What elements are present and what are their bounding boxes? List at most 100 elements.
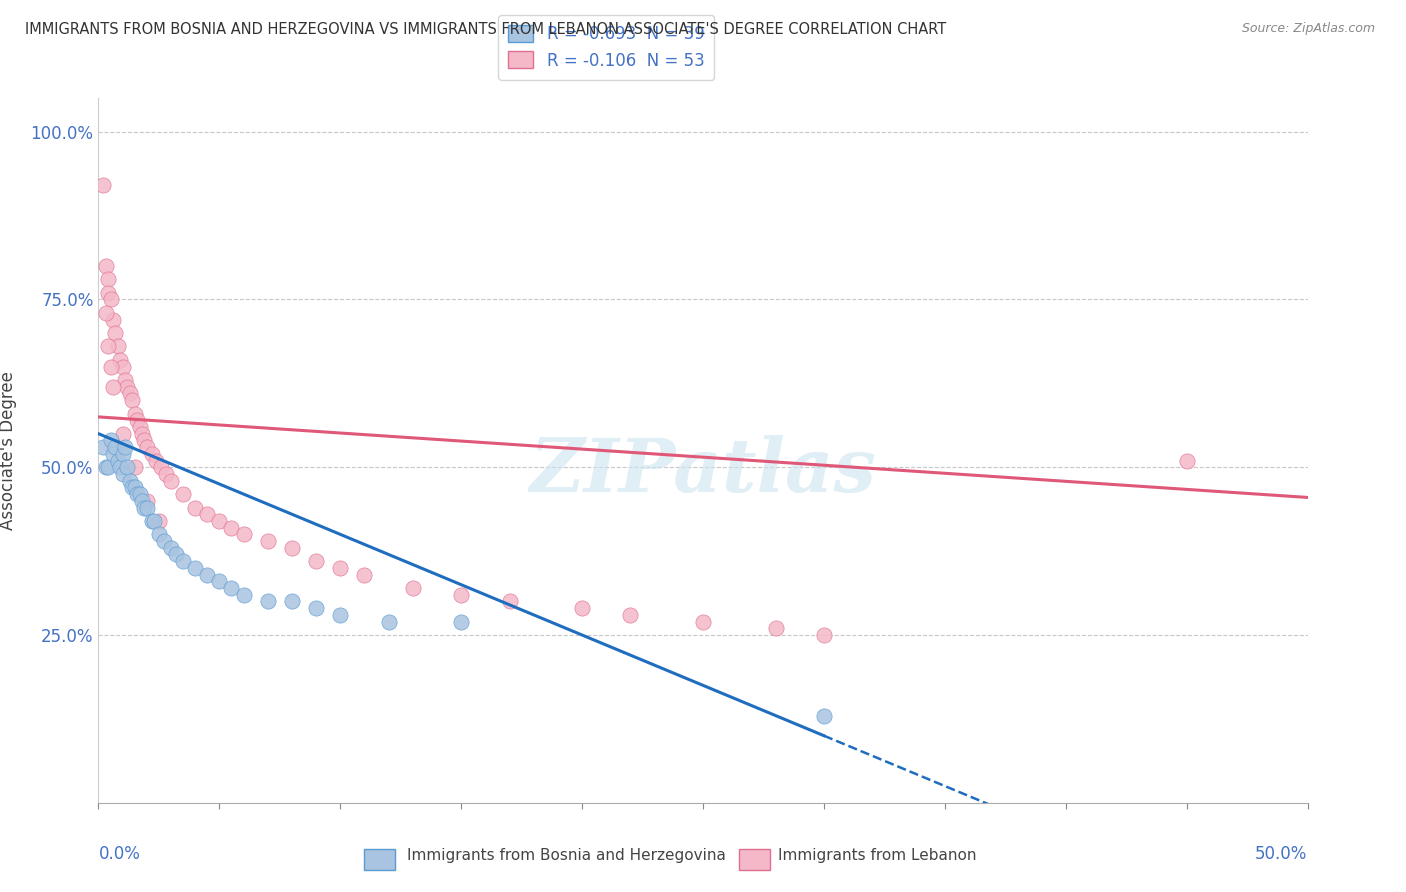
Point xyxy=(131,493,153,508)
Point xyxy=(141,514,163,528)
Text: IMMIGRANTS FROM BOSNIA AND HERZEGOVINA VS IMMIGRANTS FROM LEBANON ASSOCIATE'S DE: IMMIGRANTS FROM BOSNIA AND HERZEGOVINA V… xyxy=(25,22,946,37)
Point xyxy=(101,312,124,326)
Point xyxy=(498,594,520,608)
Point xyxy=(450,588,472,602)
Legend: R = -0.693  N = 39, R = -0.106  N = 53: R = -0.693 N = 39, R = -0.106 N = 53 xyxy=(498,15,714,79)
Point xyxy=(145,453,167,467)
Point xyxy=(111,447,134,461)
Point xyxy=(692,615,714,629)
FancyBboxPatch shape xyxy=(364,848,395,870)
Point xyxy=(329,607,352,622)
Point xyxy=(143,514,166,528)
Point xyxy=(160,541,183,555)
Point xyxy=(124,460,146,475)
Point xyxy=(118,386,141,401)
Point xyxy=(114,373,136,387)
Point xyxy=(160,474,183,488)
Point xyxy=(813,708,835,723)
Point xyxy=(221,521,243,535)
Point xyxy=(127,413,149,427)
Point xyxy=(97,339,120,353)
Point xyxy=(97,272,120,286)
Y-axis label: Associate's Degree: Associate's Degree xyxy=(0,371,17,530)
Point xyxy=(104,440,127,454)
Text: ZIPatlas: ZIPatlas xyxy=(530,435,876,508)
Text: 0.0%: 0.0% xyxy=(98,845,141,863)
Point xyxy=(111,359,134,374)
Point xyxy=(184,561,207,575)
Point xyxy=(100,293,122,307)
Point xyxy=(305,601,328,615)
Point xyxy=(208,514,231,528)
Point xyxy=(377,615,399,629)
Point xyxy=(195,567,218,582)
Point xyxy=(131,426,153,441)
Point xyxy=(97,460,120,475)
Point xyxy=(114,440,136,454)
Point xyxy=(305,554,328,568)
Point xyxy=(94,259,117,273)
Point xyxy=(152,534,174,549)
Point xyxy=(101,447,124,461)
Point xyxy=(256,534,278,549)
Point xyxy=(281,594,304,608)
Point xyxy=(208,574,231,589)
Point xyxy=(111,467,134,481)
Point xyxy=(108,352,131,367)
Point xyxy=(172,554,194,568)
Point xyxy=(124,407,146,421)
Point xyxy=(91,440,114,454)
Point xyxy=(141,447,163,461)
Point xyxy=(107,453,129,467)
Point xyxy=(135,500,157,515)
Point xyxy=(232,588,254,602)
Point xyxy=(155,467,177,481)
Point xyxy=(402,581,425,595)
Point xyxy=(329,561,352,575)
Point xyxy=(94,306,117,320)
Point xyxy=(104,326,127,340)
Point xyxy=(450,615,472,629)
Text: Source: ZipAtlas.com: Source: ZipAtlas.com xyxy=(1241,22,1375,36)
Point xyxy=(150,460,173,475)
Point xyxy=(221,581,243,595)
Point xyxy=(134,500,156,515)
Point xyxy=(1175,453,1198,467)
Point xyxy=(118,474,141,488)
Point xyxy=(134,434,156,448)
Point xyxy=(135,440,157,454)
Point xyxy=(148,514,170,528)
Point xyxy=(232,527,254,541)
Point xyxy=(353,567,375,582)
Point xyxy=(124,480,146,494)
Point xyxy=(100,434,122,448)
Point xyxy=(135,493,157,508)
Point xyxy=(100,359,122,374)
Point xyxy=(765,621,787,635)
Point xyxy=(127,487,149,501)
Point xyxy=(91,178,114,193)
Point xyxy=(108,460,131,475)
Point xyxy=(571,601,593,615)
Point xyxy=(117,380,139,394)
Point xyxy=(195,507,218,521)
Point xyxy=(128,487,150,501)
Point xyxy=(128,420,150,434)
Text: 50.0%: 50.0% xyxy=(1256,845,1308,863)
Point xyxy=(107,339,129,353)
Point xyxy=(121,393,143,408)
Point xyxy=(813,628,835,642)
Point xyxy=(619,607,641,622)
Point xyxy=(148,527,170,541)
Text: Immigrants from Bosnia and Herzegovina: Immigrants from Bosnia and Herzegovina xyxy=(406,848,725,863)
FancyBboxPatch shape xyxy=(740,848,769,870)
Point xyxy=(172,487,194,501)
Point xyxy=(117,460,139,475)
Point xyxy=(165,548,187,562)
Point xyxy=(281,541,304,555)
Point xyxy=(121,480,143,494)
Point xyxy=(256,594,278,608)
Point xyxy=(101,380,124,394)
Point xyxy=(97,285,120,300)
Text: Immigrants from Lebanon: Immigrants from Lebanon xyxy=(778,848,977,863)
